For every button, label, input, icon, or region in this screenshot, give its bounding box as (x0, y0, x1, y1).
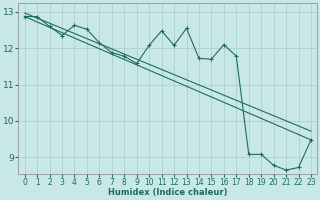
X-axis label: Humidex (Indice chaleur): Humidex (Indice chaleur) (108, 188, 228, 197)
